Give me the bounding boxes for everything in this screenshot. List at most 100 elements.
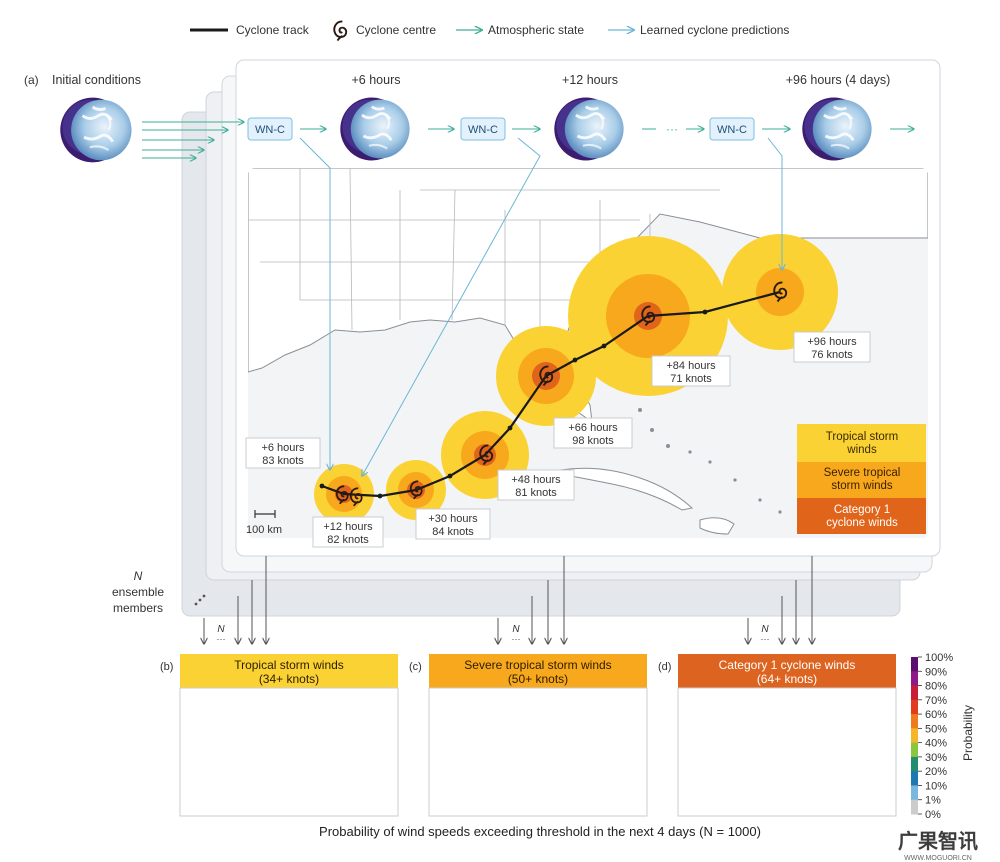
track-label-96h-time: +96 hours — [807, 336, 857, 348]
colorbar-segment — [911, 714, 918, 729]
arrow-n-label-b: N — [217, 624, 225, 635]
subpanel-c-header — [429, 654, 647, 688]
wind-legend-cat1-line2: cyclone winds — [826, 517, 898, 529]
colorbar-segment — [911, 685, 918, 701]
subpanel-b-header — [180, 654, 398, 688]
track-label-12h-time: +12 hours — [323, 521, 373, 533]
colorbar-title: Probability — [961, 705, 975, 761]
scale-bar-label: 100 km — [246, 524, 282, 536]
colorbar-segment — [911, 771, 918, 786]
subpanel-b: (b) Tropical storm winds(34+ knots) — [160, 654, 399, 817]
track-label-96h: +96 hours 76 knots — [793, 331, 871, 363]
arrow-n-label-d: N — [761, 624, 769, 635]
arrow-n-labels: N ··· N ··· N ··· — [217, 624, 770, 644]
prediction-arrow-6h — [299, 137, 330, 470]
colorbar-segment — [911, 728, 918, 744]
subpanel-c: (c) Severe tropical storm winds(50+ knots… — [409, 654, 648, 817]
subpanel-d-label: (d) — [658, 661, 671, 673]
track-label-84h: +84 hours 71 knots — [651, 355, 731, 387]
legend: Cyclone track Cyclone centre Atmospheric… — [190, 20, 789, 42]
caribbean-islands — [638, 408, 782, 514]
wind-legend-storm-line2: winds — [846, 444, 877, 456]
subpanel-c-title: Severe tropical storm winds — [464, 658, 611, 672]
colorbar-segment — [911, 756, 918, 772]
colorbar-tick-label: 0% — [925, 809, 941, 821]
colorbar-segment — [911, 785, 918, 801]
chain-ellipsis: ··· — [666, 122, 678, 136]
arrow-dots-c: ··· — [512, 634, 521, 644]
arrow-dots-d: ··· — [761, 634, 770, 644]
legend-learned-label: Learned cyclone predictions — [640, 23, 789, 37]
track-label-48h: +48 hours 81 knots — [497, 469, 575, 501]
wnc-box-3 — [709, 117, 755, 141]
subpanel-d-title: Category 1 cyclone winds — [719, 658, 856, 672]
track-label-6h-time: +6 hours — [261, 442, 305, 454]
model-chain: WN-C WN-C ··· WN-C — [247, 95, 914, 163]
wind-legend-storm-line1: Tropical storm — [826, 431, 898, 443]
track-points — [319, 309, 708, 499]
globe-6h-image — [338, 95, 412, 163]
probability-subpanels: (b) Tropical storm winds(34+ knots) (c) Sev… — [160, 654, 897, 817]
wind-legend-severe-line1: Severe tropical — [824, 467, 901, 479]
figure-caption: Probability of wind speeds exceeding thr… — [319, 824, 761, 839]
colorbar-tick-label: 40% — [925, 738, 947, 750]
track-label-66h-speed: 98 knots — [572, 435, 614, 447]
wnc-label-3: WN-C — [717, 124, 747, 136]
prediction-arrow-96h — [767, 137, 782, 270]
legend-atmos-label: Atmospheric state — [488, 23, 584, 37]
wnc-label-1: WN-C — [255, 124, 285, 136]
subpanel-b-label: (b) — [160, 661, 173, 673]
initial-state-arrows — [142, 122, 244, 158]
arrow-n-label-c: N — [512, 624, 520, 635]
subpanel-b-map — [179, 687, 399, 817]
colorbar-segment — [911, 699, 918, 715]
subpanel-c-subtitle: (50+ knots) — [508, 672, 568, 686]
track-label-30h-speed: 84 knots — [432, 526, 474, 538]
subpanel-c-label: (c) — [409, 661, 422, 673]
state-borders — [248, 168, 720, 365]
wind-legend-severe-line2: storm winds — [831, 480, 893, 492]
subpanel-d-subtitle: (64+ knots) — [757, 672, 817, 686]
watermark-logo: 广果智讯 — [898, 829, 978, 853]
colorbar-tick-label: 60% — [925, 709, 947, 721]
track-label-6h-speed: 83 knots — [262, 455, 304, 467]
track-label-48h-time: +48 hours — [511, 474, 561, 486]
track-label-12h: +12 hours 82 knots — [312, 516, 384, 548]
ensemble-down-arrows — [204, 556, 812, 644]
wind-category-legend: Tropical storm winds Severe tropical sto… — [797, 424, 926, 534]
track-label-84h-speed: 71 knots — [670, 373, 712, 385]
arrow-dots-b: ··· — [217, 634, 226, 644]
track-label-66h: +66 hours 98 knots — [553, 417, 633, 449]
ensemble-stack-dots — [194, 594, 206, 606]
track-label-12h-speed: 82 knots — [327, 534, 369, 546]
track-label-84h-time: +84 hours — [666, 360, 716, 372]
subpanel-c-map — [428, 687, 648, 817]
prediction-arrow-12h — [362, 137, 541, 476]
colorbar-segment — [911, 799, 918, 815]
track-label-6h: +6 hours 83 knots — [245, 437, 321, 469]
colorbar-tick-label: 20% — [925, 766, 947, 778]
cyclone-centre-icon — [333, 20, 348, 42]
colorbar-segment — [911, 671, 918, 687]
time-label-6h: +6 hours — [352, 73, 401, 87]
globe-12h-image — [552, 95, 626, 163]
time-label-96h: +96 hours (4 days) — [786, 73, 891, 87]
colorbar-tick-label: 50% — [925, 723, 947, 735]
initial-globe-image — [58, 95, 134, 165]
cuba-landmass — [559, 467, 694, 511]
wnc-label-2: WN-C — [468, 124, 498, 136]
colorbar-tick-label: 80% — [925, 681, 947, 693]
colorbar-tick-label: 90% — [925, 666, 947, 678]
ensemble-n-label: N — [134, 569, 143, 583]
subpanel-b-subtitle: (34+ knots) — [259, 672, 319, 686]
colorbar-tick-label: 70% — [925, 695, 947, 707]
panel-a-label: (a) — [24, 73, 39, 87]
legend-track-label: Cyclone track — [236, 23, 310, 37]
track-map: +6 hours 83 knots +12 hours 82 knots +30… — [245, 137, 928, 548]
subpanel-b-title: Tropical storm winds — [234, 658, 344, 672]
colorbar-segment — [911, 657, 918, 672]
wnc-box-1 — [247, 117, 293, 141]
initial-conditions-label: Initial conditions — [52, 73, 141, 87]
track-label-30h-time: +30 hours — [428, 513, 478, 525]
